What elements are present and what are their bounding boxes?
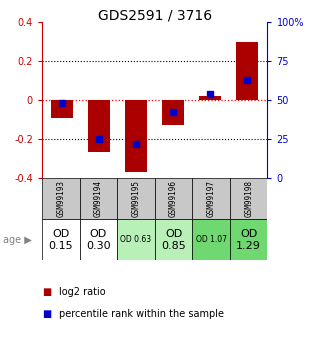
Bar [192,219,230,260]
Text: age ▶: age ▶ [3,235,32,245]
Text: GSM99195: GSM99195 [132,180,141,217]
Text: OD
1.29: OD 1.29 [236,229,261,250]
Text: OD
0.15: OD 0.15 [49,229,73,250]
Bar [199,96,221,100]
Bar [88,100,110,152]
Bar [230,219,267,260]
Text: log2 ratio: log2 ratio [59,287,106,296]
Text: OD
0.30: OD 0.30 [86,229,111,250]
Text: GSM99193: GSM99193 [56,180,65,217]
Bar [236,42,258,100]
Bar [155,219,192,260]
Bar [80,219,117,260]
Text: GSM99197: GSM99197 [207,180,216,217]
Text: OD
0.85: OD 0.85 [161,229,186,250]
Bar [42,178,80,219]
Text: OD 1.07: OD 1.07 [196,235,227,244]
Bar [192,178,230,219]
Text: ■: ■ [42,287,51,296]
Text: GSM99194: GSM99194 [94,180,103,217]
Text: percentile rank within the sample: percentile rank within the sample [59,309,224,319]
Text: GSM99198: GSM99198 [244,180,253,217]
Bar [42,219,80,260]
Text: OD 0.63: OD 0.63 [120,235,151,244]
Bar [230,178,267,219]
Bar [117,219,155,260]
Bar [80,178,117,219]
Title: GDS2591 / 3716: GDS2591 / 3716 [98,8,212,22]
Bar [117,178,155,219]
Bar [51,100,73,118]
Bar [125,100,147,172]
Text: ■: ■ [42,309,51,319]
Bar [155,178,192,219]
Bar [162,100,184,125]
Text: GSM99196: GSM99196 [169,180,178,217]
